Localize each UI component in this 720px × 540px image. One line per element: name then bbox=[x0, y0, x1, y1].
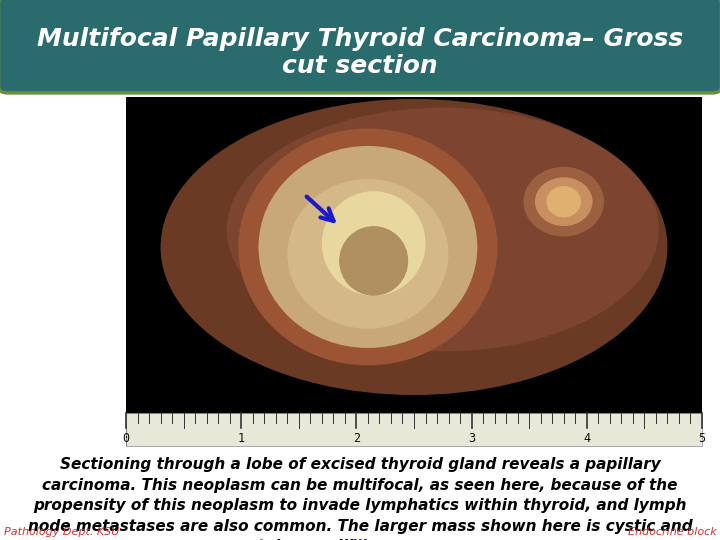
Ellipse shape bbox=[161, 99, 667, 395]
Ellipse shape bbox=[535, 177, 593, 226]
Text: propensity of this neoplasm to invade lymphatics within thyroid, and lymph: propensity of this neoplasm to invade ly… bbox=[33, 498, 687, 514]
Text: Pathology Dept. KSU: Pathology Dept. KSU bbox=[4, 527, 119, 537]
Ellipse shape bbox=[546, 186, 581, 218]
Text: cut section: cut section bbox=[282, 54, 438, 78]
Text: papillary excresences: papillary excresences bbox=[319, 539, 505, 540]
Ellipse shape bbox=[322, 191, 426, 296]
Text: carcinoma. This neoplasm can be multifocal, as seen here, because of the: carcinoma. This neoplasm can be multifoc… bbox=[42, 478, 678, 493]
Ellipse shape bbox=[258, 146, 477, 348]
Ellipse shape bbox=[238, 129, 498, 366]
Text: Sectioning through a lobe of excised thyroid gland reveals a papillary: Sectioning through a lobe of excised thy… bbox=[60, 457, 660, 472]
Text: 5: 5 bbox=[698, 432, 706, 445]
Text: 1: 1 bbox=[238, 432, 245, 445]
Ellipse shape bbox=[339, 226, 408, 296]
Ellipse shape bbox=[287, 179, 449, 329]
Text: Multifocal Papillary Thyroid Carcinoma– Gross: Multifocal Papillary Thyroid Carcinoma– … bbox=[37, 27, 683, 51]
Text: 0: 0 bbox=[122, 432, 130, 445]
Ellipse shape bbox=[227, 107, 659, 352]
FancyBboxPatch shape bbox=[0, 0, 720, 93]
Text: 3: 3 bbox=[468, 432, 475, 445]
Text: Endocrine block: Endocrine block bbox=[628, 527, 716, 537]
Bar bbox=[126, 97, 702, 446]
Text: node metastases are also common. The larger mass shown here is cystic and: node metastases are also common. The lar… bbox=[27, 519, 693, 534]
Text: contains papillary excresences: contains papillary excresences bbox=[228, 539, 492, 540]
Text: 2: 2 bbox=[353, 432, 360, 445]
Ellipse shape bbox=[523, 167, 604, 237]
Bar bbox=[126, 413, 702, 446]
Text: 4: 4 bbox=[583, 432, 590, 445]
